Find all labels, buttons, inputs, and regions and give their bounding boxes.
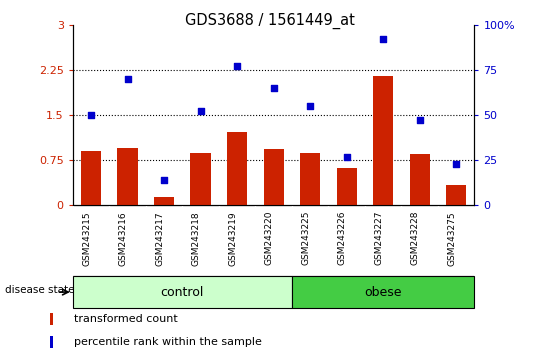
Point: [415, 118, 424, 123]
Text: obese: obese: [364, 286, 402, 298]
Bar: [50, 336, 53, 348]
Text: GSM243220: GSM243220: [265, 211, 274, 266]
Text: control: control: [161, 286, 204, 298]
Point: [306, 103, 314, 109]
Point: [342, 154, 351, 159]
Bar: [264, 149, 284, 205]
Bar: [227, 132, 247, 205]
Point: [379, 36, 388, 42]
Text: percentile rank within the sample: percentile rank within the sample: [74, 337, 261, 348]
Text: GSM243227: GSM243227: [374, 211, 383, 266]
Bar: [118, 148, 137, 205]
Text: GSM243228: GSM243228: [411, 211, 419, 266]
Text: GSM243275: GSM243275: [447, 211, 456, 266]
Text: disease state: disease state: [5, 285, 75, 295]
Bar: [154, 198, 174, 205]
Text: transformed count: transformed count: [74, 314, 177, 325]
Bar: [373, 76, 393, 205]
Bar: [336, 168, 357, 205]
Bar: [300, 153, 320, 205]
Bar: [50, 313, 53, 325]
Text: GSM243215: GSM243215: [82, 211, 91, 266]
Bar: [190, 153, 211, 205]
Text: GSM243217: GSM243217: [155, 211, 164, 266]
Text: GDS3688 / 1561449_at: GDS3688 / 1561449_at: [184, 12, 355, 29]
Bar: [81, 151, 101, 205]
Point: [160, 177, 168, 183]
Text: GSM243219: GSM243219: [228, 211, 237, 266]
Point: [87, 112, 95, 118]
Bar: [73, 276, 292, 308]
Bar: [292, 276, 474, 308]
Text: GSM243226: GSM243226: [337, 211, 347, 266]
Bar: [410, 154, 430, 205]
Point: [196, 109, 205, 114]
Point: [233, 63, 241, 69]
Text: GSM243218: GSM243218: [191, 211, 201, 266]
Point: [123, 76, 132, 82]
Point: [270, 85, 278, 91]
Text: GSM243216: GSM243216: [119, 211, 128, 266]
Text: GSM243225: GSM243225: [301, 211, 310, 266]
Bar: [446, 185, 466, 205]
Point: [452, 161, 460, 167]
